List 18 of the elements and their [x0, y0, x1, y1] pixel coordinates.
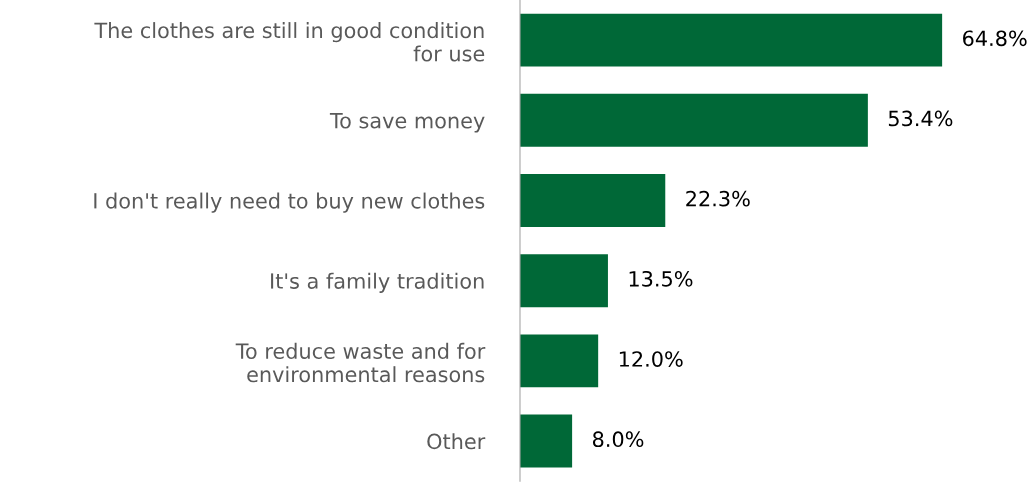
bar: [520, 254, 608, 308]
data-label: 53.4%: [888, 110, 953, 127]
data-label: 13.5%: [629, 270, 693, 287]
bar: [520, 334, 599, 388]
data-label: 64.8%: [963, 30, 1027, 47]
bar: [520, 174, 666, 227]
y-tick-label: It's a family tradition: [271, 272, 484, 293]
y-tick-label: To reduce waste and for environmental reasons: [235, 342, 486, 383]
data-label: 8.0%: [592, 431, 644, 448]
y-tick-label: Other: [427, 433, 486, 450]
y-tick-label: The clothes are still in good condition for use: [94, 22, 485, 62]
y-tick-label: I don't really need to buy new clothes: [94, 192, 485, 213]
bar: [520, 93, 868, 147]
bar: [520, 13, 943, 67]
data-label: 12.0%: [619, 351, 683, 367]
data-label: 22.3%: [686, 190, 750, 207]
y-tick-label: To save money: [329, 113, 485, 133]
bar: [520, 414, 573, 468]
